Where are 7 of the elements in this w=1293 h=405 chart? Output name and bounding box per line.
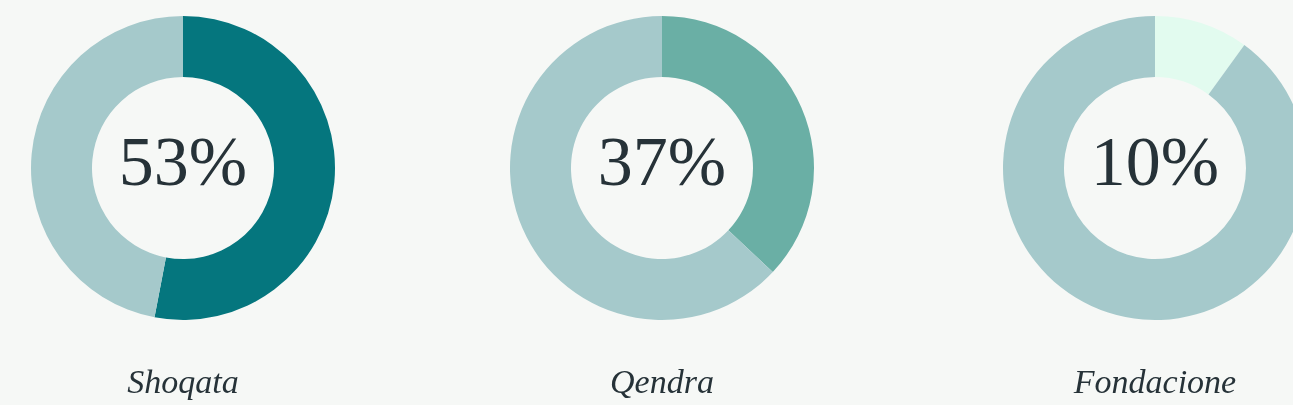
data-label: 10% — [1089, 122, 1221, 202]
data-label: 53% — [117, 122, 249, 202]
text: Shoqata — [126, 362, 240, 402]
data-label: 37% — [596, 122, 728, 202]
text: Qendra — [609, 362, 715, 402]
text: Fondacione — [1072, 362, 1238, 402]
donut-slice — [510, 16, 773, 320]
